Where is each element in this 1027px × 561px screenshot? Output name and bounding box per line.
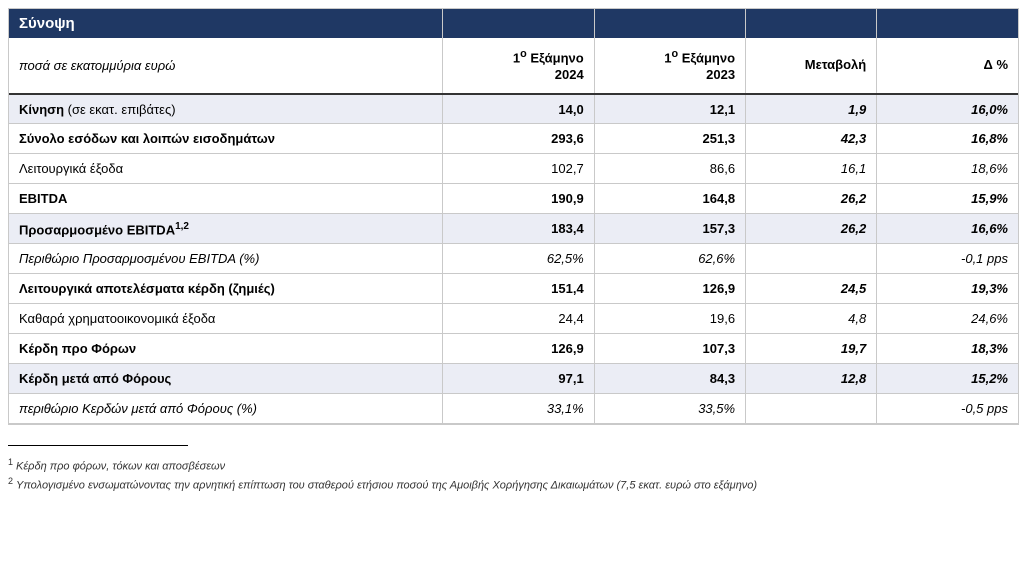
table-row: Προσαρμοσμένο EBITDA1,2183,4157,326,216,… (9, 214, 1018, 244)
cell-v2: 164,8 (594, 184, 745, 214)
cell-v3: 4,8 (746, 304, 877, 334)
table-row: Κέρδη μετά από Φόρους97,184,312,815,2% (9, 364, 1018, 394)
table-column-headers: ποσά σε εκατομμύρια ευρώ 1ο Εξάμηνο 2024… (9, 38, 1018, 94)
row-label: Καθαρά χρηματοοικονομικά έξοδα (9, 304, 443, 334)
table-row: Λειτουργικά αποτελέσματα κέρδη (ζημιές)1… (9, 274, 1018, 304)
table-title: Σύνοψη (9, 9, 443, 38)
cell-v4: 18,3% (877, 334, 1018, 364)
row-label: Λειτουργικά έξοδα (9, 154, 443, 184)
table-title-row: Σύνοψη (9, 9, 1018, 38)
cell-v1: 102,7 (443, 154, 594, 184)
footnote-1: 1Κέρδη προ φόρων, τόκων και αποσβέσεων (8, 456, 1019, 475)
cell-v1: 151,4 (443, 274, 594, 304)
cell-v1: 24,4 (443, 304, 594, 334)
cell-v3: 1,9 (746, 94, 877, 124)
cell-v4: -0,5 pps (877, 394, 1018, 424)
cell-v3: 24,5 (746, 274, 877, 304)
cell-v4: 15,9% (877, 184, 1018, 214)
cell-v1: 14,0 (443, 94, 594, 124)
cell-v4: 24,6% (877, 304, 1018, 334)
table-row: Λειτουργικά έξοδα102,786,616,118,6% (9, 154, 1018, 184)
cell-v2: 251,3 (594, 124, 745, 154)
cell-v4: 18,6% (877, 154, 1018, 184)
row-label: Κέρδη μετά από Φόρους (9, 364, 443, 394)
cell-v4: 19,3% (877, 274, 1018, 304)
cell-v4: 16,0% (877, 94, 1018, 124)
cell-v2: 12,1 (594, 94, 745, 124)
cell-v3: 12,8 (746, 364, 877, 394)
cell-v4: 16,6% (877, 214, 1018, 244)
col-header-period-2024: 1ο Εξάμηνο 2024 (443, 38, 594, 94)
cell-v2: 62,6% (594, 244, 745, 274)
cell-v2: 86,6 (594, 154, 745, 184)
row-label: Κίνηση (σε εκατ. επιβάτες) (9, 94, 443, 124)
cell-v2: 157,3 (594, 214, 745, 244)
cell-v1: 33,1% (443, 394, 594, 424)
table-row: περιθώριο Κερδών μετά από Φόρους (%)33,1… (9, 394, 1018, 424)
cell-v3: 42,3 (746, 124, 877, 154)
cell-v2: 19,6 (594, 304, 745, 334)
cell-v1: 183,4 (443, 214, 594, 244)
cell-v4: -0,1 pps (877, 244, 1018, 274)
row-label: EBITDA (9, 184, 443, 214)
row-label: Κέρδη προ Φόρων (9, 334, 443, 364)
cell-v2: 33,5% (594, 394, 745, 424)
table-row: Κίνηση (σε εκατ. επιβάτες)14,012,11,916,… (9, 94, 1018, 124)
cell-v2: 126,9 (594, 274, 745, 304)
table-row: Καθαρά χρηματοοικονομικά έξοδα24,419,64,… (9, 304, 1018, 334)
cell-v3: 26,2 (746, 214, 877, 244)
cell-v1: 190,9 (443, 184, 594, 214)
cell-v2: 84,3 (594, 364, 745, 394)
row-label: περιθώριο Κερδών μετά από Φόρους (%) (9, 394, 443, 424)
table-subtitle: ποσά σε εκατομμύρια ευρώ (9, 38, 443, 94)
table-row: Σύνολο εσόδων και λοιπών εισοδημάτων293,… (9, 124, 1018, 154)
cell-v4: 16,8% (877, 124, 1018, 154)
footnotes: 1Κέρδη προ φόρων, τόκων και αποσβέσεων 2… (8, 445, 1019, 494)
cell-v3: 26,2 (746, 184, 877, 214)
row-label: Σύνολο εσόδων και λοιπών εισοδημάτων (9, 124, 443, 154)
cell-v4: 15,2% (877, 364, 1018, 394)
cell-v3: 19,7 (746, 334, 877, 364)
col-header-delta-pct: Δ % (877, 38, 1018, 94)
footnote-2: 2Υπολογισμένο ενσωματώνοντας την αρνητικ… (8, 475, 1019, 494)
row-label: Προσαρμοσμένο EBITDA1,2 (9, 214, 443, 244)
row-label: Περιθώριο Προσαρμοσμένου EBITDA (%) (9, 244, 443, 274)
cell-v3: 16,1 (746, 154, 877, 184)
col-header-period-2023: 1ο Εξάμηνο 2023 (594, 38, 745, 94)
table-row: Περιθώριο Προσαρμοσμένου EBITDA (%)62,5%… (9, 244, 1018, 274)
cell-v1: 97,1 (443, 364, 594, 394)
table-row: Κέρδη προ Φόρων126,9107,319,718,3% (9, 334, 1018, 364)
cell-v2: 107,3 (594, 334, 745, 364)
col-header-change: Μεταβολή (746, 38, 877, 94)
footnote-divider (8, 445, 188, 446)
table-row: EBITDA190,9164,826,215,9% (9, 184, 1018, 214)
cell-v1: 126,9 (443, 334, 594, 364)
cell-v1: 62,5% (443, 244, 594, 274)
row-label: Λειτουργικά αποτελέσματα κέρδη (ζημιές) (9, 274, 443, 304)
financial-summary-table: Σύνοψη ποσά σε εκατομμύρια ευρώ 1ο Εξάμη… (8, 8, 1019, 425)
cell-v3 (746, 394, 877, 424)
cell-v1: 293,6 (443, 124, 594, 154)
cell-v3 (746, 244, 877, 274)
